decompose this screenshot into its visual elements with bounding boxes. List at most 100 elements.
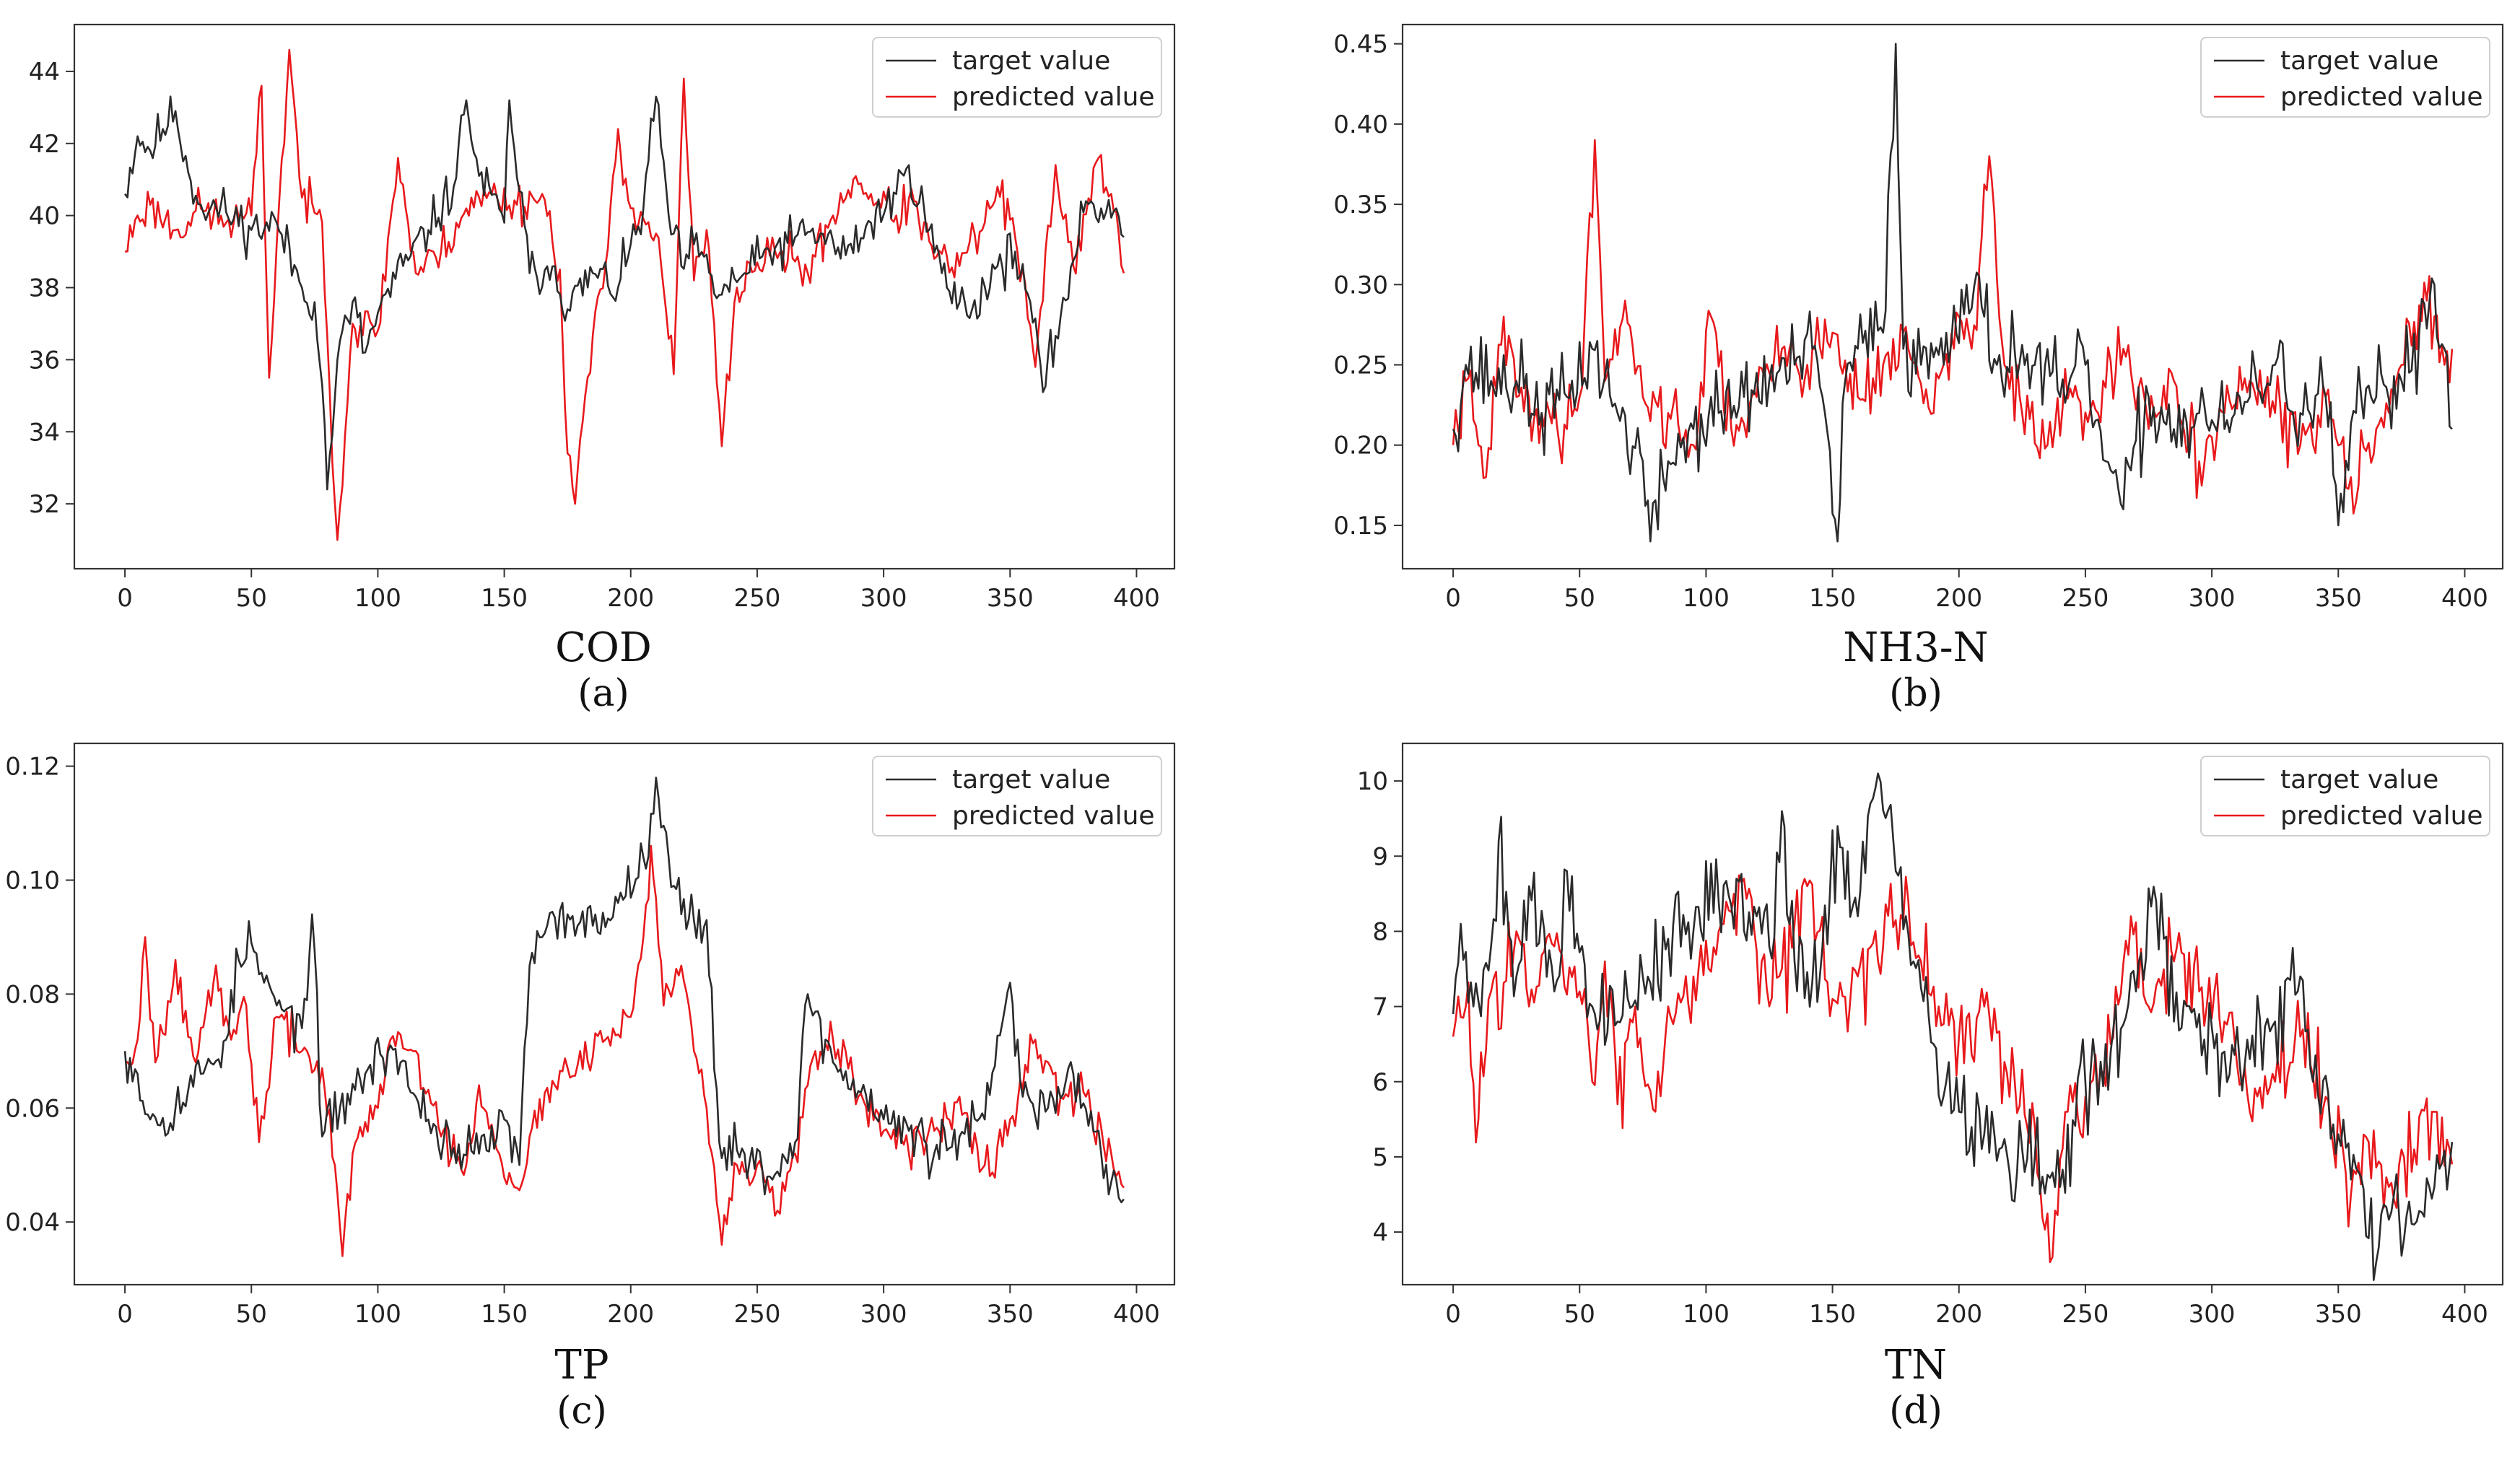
y-tick-label: 40: [29, 202, 60, 231]
caption-nh3n: NH3-N (b): [1663, 625, 2168, 716]
y-tick-label: 36: [29, 346, 60, 375]
series-line-predicted: [124, 844, 1125, 1257]
y-tick-label: 5: [1372, 1143, 1388, 1172]
caption-cod: COD (a): [351, 625, 856, 716]
legend-label-target: target value: [2280, 765, 2438, 795]
x-tick-label: 300: [860, 584, 907, 613]
x-tick-label: 250: [2062, 584, 2109, 613]
y-tick-label: 8: [1372, 917, 1388, 946]
x-tick-label: 200: [607, 1300, 654, 1329]
x-tick-label: 200: [1935, 1300, 1982, 1329]
x-tick-label: 200: [1935, 584, 1982, 613]
chart-panel-tp: 0 50 100 150 200 250 300 350 400 0.04 0.06 0.08 0.10…: [0, 729, 1260, 1468]
series-line-target: [124, 95, 1125, 491]
y-tick-label: 0.06: [5, 1094, 60, 1123]
panel-label: (d): [1889, 1389, 1943, 1433]
y-tick-label: 0.10: [5, 866, 60, 895]
series-line-predicted: [124, 48, 1125, 541]
legend-box: [2200, 37, 2490, 118]
y-tick-label: 32: [29, 490, 60, 519]
x-tick-label: 100: [354, 584, 401, 613]
legend-box: [872, 37, 1162, 118]
x-tick-label: 250: [733, 584, 780, 613]
plot-tp: 0 50 100 150 200 250 300 350 400 0.04 0.06 0.08 0.10…: [5, 742, 1176, 1329]
x-tick-label: 250: [733, 1300, 780, 1329]
chart-panel-tn: 0 50 100 150 200 250 300 350 400 4 5 6 7 8 9 10 target v…: [1260, 729, 2520, 1468]
axes-frame: [73, 23, 1176, 570]
x-tick-label: 400: [1113, 1300, 1160, 1329]
legend-label-target: target value: [952, 765, 1110, 795]
x-tick-label: 250: [2062, 1300, 2109, 1329]
y-tick-label: 0.08: [5, 980, 60, 1009]
plot-nh3n: 0 50 100 150 200 250 300 350 400 0.15 0.20 0.25 0.30…: [1333, 23, 2504, 613]
x-tick-label: 150: [481, 1300, 528, 1329]
legend-box: [872, 756, 1162, 836]
legend-label-predicted: predicted value: [2280, 801, 2483, 831]
x-tick-label: 0: [117, 584, 133, 613]
x-tick-label: 100: [1683, 1300, 1730, 1329]
y-tick-label: 0.30: [1333, 271, 1388, 300]
y-tick-label: 42: [29, 130, 60, 159]
chart-title: TP: [554, 1342, 609, 1389]
chart-title: TN: [1884, 1342, 1948, 1389]
legend-label-target: target value: [952, 46, 1110, 76]
caption-tn: TN (d): [1663, 1342, 2168, 1433]
series-line-target: [123, 777, 1125, 1204]
x-tick-label: 50: [236, 1300, 267, 1329]
axes-frame: [73, 742, 1176, 1286]
y-tick-label: 0.04: [5, 1208, 60, 1237]
series-line-predicted: [1452, 139, 2454, 515]
legend-box: [2200, 756, 2490, 836]
y-tick-label: 0.12: [5, 753, 60, 782]
y-tick-label: 0.40: [1333, 110, 1388, 139]
x-tick-label: 50: [1564, 1300, 1595, 1329]
axes-frame: [1401, 23, 2504, 570]
x-tick-label: 350: [987, 1300, 1034, 1329]
x-tick-label: 350: [2315, 1300, 2362, 1329]
axes-frame: [1401, 742, 2504, 1286]
series-line-predicted: [1452, 874, 2454, 1264]
legend-label-predicted: predicted value: [2280, 82, 2483, 112]
y-tick-label: 0.35: [1333, 191, 1388, 219]
legend-label-predicted: predicted value: [952, 82, 1155, 112]
y-tick-label: 34: [29, 418, 60, 447]
y-tick-label: 0.45: [1333, 30, 1388, 59]
plot-tn: 0 50 100 150 200 250 300 350 400 4 5 6 7 8 9 10 target v…: [1357, 742, 2504, 1329]
series-line-target: [1452, 772, 2454, 1281]
plot-cod: 0 50 100 150 200 250 300 350 400 32 34 36 38 40 42 44 ta…: [29, 23, 1176, 613]
x-tick-label: 150: [1809, 584, 1856, 613]
y-tick-label: 44: [29, 58, 60, 87]
x-tick-label: 50: [1564, 584, 1595, 613]
panel-label: (c): [557, 1389, 607, 1433]
x-tick-label: 350: [2315, 584, 2362, 613]
y-tick-label: 0.20: [1333, 432, 1388, 460]
x-tick-label: 350: [987, 584, 1034, 613]
x-tick-label: 400: [2441, 1300, 2488, 1329]
x-tick-label: 400: [2441, 584, 2488, 613]
x-tick-label: 50: [236, 584, 267, 613]
chart-panel-cod: 0 50 100 150 200 250 300 350 400 32 34 36 38 40 42 44 ta…: [0, 0, 1260, 729]
chart-title: NH3-N: [1843, 624, 1989, 671]
x-tick-label: 100: [1683, 584, 1730, 613]
x-tick-label: 300: [2189, 1300, 2236, 1329]
legend-label-predicted: predicted value: [952, 801, 1155, 831]
y-tick-label: 9: [1372, 842, 1388, 871]
y-tick-label: 4: [1372, 1218, 1388, 1247]
x-tick-label: 200: [607, 584, 654, 613]
x-tick-label: 0: [117, 1300, 133, 1329]
y-tick-label: 6: [1372, 1068, 1388, 1097]
series-line-target: [1452, 43, 2453, 543]
x-tick-label: 100: [354, 1300, 401, 1329]
panel-label: (a): [577, 672, 629, 715]
x-tick-label: 300: [2189, 584, 2236, 613]
x-tick-label: 300: [860, 1300, 907, 1329]
legend-label-target: target value: [2280, 46, 2438, 76]
x-tick-label: 150: [1809, 1300, 1856, 1329]
y-tick-label: 10: [1357, 767, 1388, 796]
y-tick-label: 38: [29, 274, 60, 303]
x-tick-label: 400: [1113, 584, 1160, 613]
y-tick-label: 0.25: [1333, 351, 1388, 380]
x-tick-label: 0: [1445, 1300, 1461, 1329]
y-tick-label: 0.15: [1333, 512, 1388, 541]
y-tick-label: 7: [1372, 993, 1388, 1022]
